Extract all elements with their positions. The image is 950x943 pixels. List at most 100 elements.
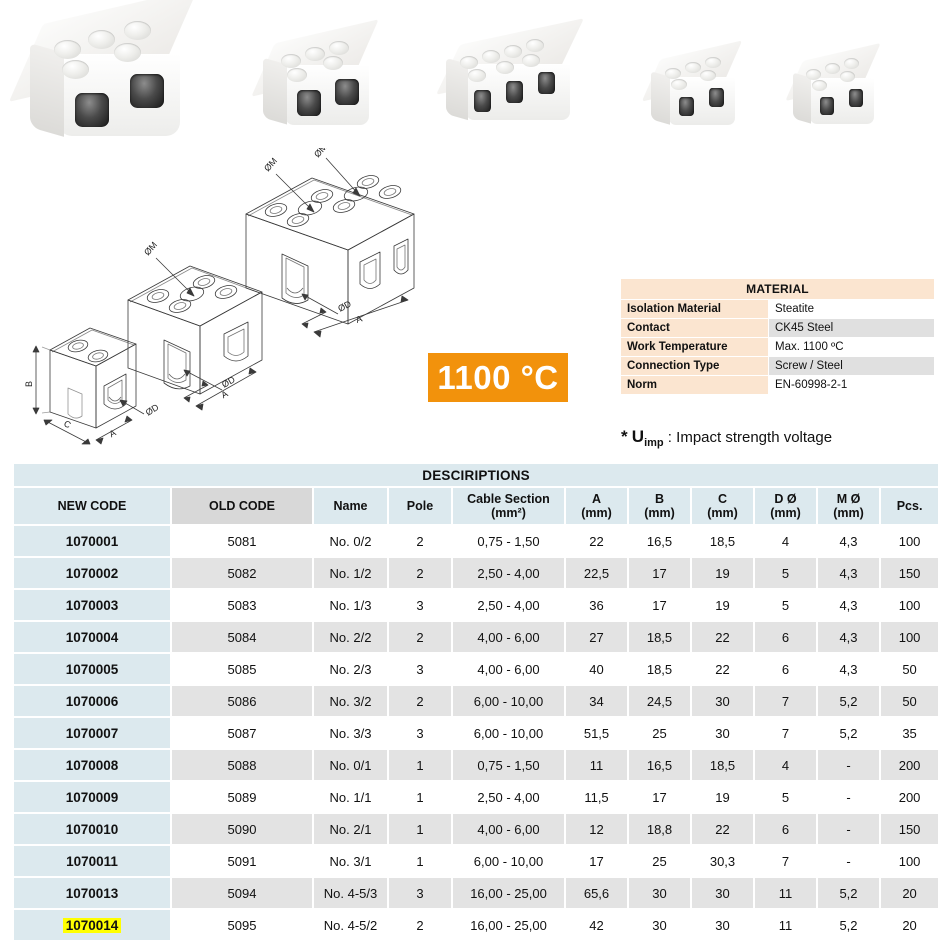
- cell-b: 30: [627, 876, 692, 910]
- cell-old-code: 5087: [170, 716, 314, 750]
- dimension-drawings: B C A ØD: [8, 142, 488, 458]
- cell-cable-section: 6,00 - 10,00: [451, 716, 566, 750]
- cell-m-dia: -: [816, 812, 881, 846]
- cell-old-code: 5086: [170, 684, 314, 718]
- uimp-subscript: imp: [644, 437, 664, 449]
- table-row: 1070013 5094 No. 4-5/3 3 16,00 - 25,00 65,6 30…: [12, 876, 941, 910]
- col-header-label: M Ø: [836, 491, 861, 506]
- cell-cable-section: 4,00 - 6,00: [451, 812, 566, 846]
- drawing-3-pole: ØM ØM A ØD: [245, 142, 415, 338]
- col-header-c: C (mm): [690, 486, 755, 526]
- cell-b: 17: [627, 556, 692, 590]
- cell-pcs: 50: [878, 684, 941, 718]
- cell-cable-section: 6,00 - 10,00: [451, 684, 566, 718]
- svg-text:C: C: [62, 418, 73, 430]
- material-row: Isolation Material Steatite: [620, 299, 935, 319]
- cell-name: No. 1/1: [312, 780, 389, 814]
- cell-b: 17: [627, 588, 692, 622]
- cell-name: No. 0/2: [312, 524, 389, 558]
- cell-a: 34: [564, 684, 629, 718]
- cell-name: No. 3/3: [312, 716, 389, 750]
- cell-pcs: 35: [878, 716, 941, 750]
- cell-a: 51,5: [564, 716, 629, 750]
- cell-new-code: 1070013: [12, 876, 172, 910]
- col-header-m-dia: M Ø (mm): [816, 486, 881, 526]
- cell-d-dia: 7: [753, 684, 818, 718]
- col-header-label: OLD CODE: [209, 498, 275, 513]
- product-photo-1: [8, 0, 208, 148]
- material-key: Isolation Material: [620, 299, 769, 319]
- col-header-cable-section: Cable Section (mm²): [451, 486, 566, 526]
- cell-old-code: 5081: [170, 524, 314, 558]
- uimp-colon: :: [663, 429, 677, 446]
- table-row: 1070010 5090 No. 2/1 1 4,00 - 6,00 12 18,8 22 6-…: [12, 812, 941, 846]
- cell-b: 18,8: [627, 812, 692, 846]
- col-header-pole: Pole: [387, 486, 453, 526]
- col-header-unit: (mm): [707, 506, 738, 520]
- material-value: CK45 Steel: [768, 318, 935, 338]
- cell-name: No. 3/2: [312, 684, 389, 718]
- cell-b: 25: [627, 716, 692, 750]
- cell-pole: 3: [387, 652, 453, 686]
- group-header-cell: DESCIRIPTIONS: [11, 462, 941, 488]
- material-key: Contact: [620, 318, 769, 338]
- cell-c: 19: [690, 588, 755, 622]
- cell-old-code: 5082: [170, 556, 314, 590]
- table-row: 1070006 5086 No. 3/2 2 6,00 - 10,00 34 24,5 30 7…: [12, 684, 941, 718]
- cell-c: 30: [690, 876, 755, 910]
- cell-pcs: 100: [878, 620, 941, 654]
- cell-old-code: 5090: [170, 812, 314, 846]
- cell-a: 42: [564, 908, 629, 942]
- cell-old-code: 5089: [170, 780, 314, 814]
- cell-b: 18,5: [627, 652, 692, 686]
- cell-d-dia: 5: [753, 588, 818, 622]
- col-header-new-code: NEW CODE: [12, 486, 172, 526]
- cell-cable-section: 2,50 - 4,00: [451, 780, 566, 814]
- cell-new-code: 1070001: [12, 524, 172, 558]
- cell-a: 11: [564, 748, 629, 782]
- cell-old-code: 5088: [170, 748, 314, 782]
- material-table-body: MATERIAL Isolation Material Steatite Con…: [620, 278, 935, 395]
- col-header-b: B (mm): [627, 486, 692, 526]
- cell-d-dia: 6: [753, 652, 818, 686]
- cell-c: 30: [690, 684, 755, 718]
- cell-pole: 3: [387, 876, 453, 910]
- cell-b: 24,5: [627, 684, 692, 718]
- product-photo-2: [251, 19, 385, 138]
- cell-m-dia: 5,2: [816, 716, 881, 750]
- col-header-unit: (mm): [833, 506, 864, 520]
- cell-m-dia: 4,3: [816, 652, 881, 686]
- cell-d-dia: 7: [753, 716, 818, 750]
- col-header-label: B: [654, 491, 665, 506]
- specifications-table: DESCIRIPTIONS NEW CODE OLD CODE Name Pol…: [11, 462, 941, 942]
- material-value: Screw / Steel: [768, 356, 935, 376]
- cell-pole: 2: [387, 556, 453, 590]
- material-row: Work Temperature Max. 1100 ºC: [620, 337, 935, 357]
- cell-pole: 3: [387, 716, 453, 750]
- cell-pcs: 50: [878, 652, 941, 686]
- cell-pcs: 150: [878, 556, 941, 590]
- cell-name: No. 3/1: [312, 844, 389, 878]
- table-row: 1070014 5095 No. 4-5/2 2 16,00 - 25,00 42 30 30…: [12, 908, 941, 942]
- cell-a: 12: [564, 812, 629, 846]
- cell-cable-section: 0,75 - 1,50: [451, 524, 566, 558]
- svg-text:ØM: ØM: [312, 148, 329, 159]
- cell-old-code: 5095: [170, 908, 314, 942]
- drawing-2-pole: ØM A ØD: [127, 240, 263, 411]
- cell-new-code: 1070004: [12, 620, 172, 654]
- cell-d-dia: 11: [753, 876, 818, 910]
- col-header-label: Pole: [406, 498, 434, 513]
- col-header-unit: (mm): [644, 506, 675, 520]
- cell-a: 17: [564, 844, 629, 878]
- uimp-symbol: U: [631, 427, 645, 446]
- col-header-pcs: Pcs.: [878, 486, 941, 526]
- cell-d-dia: 5: [753, 556, 818, 590]
- cell-cable-section: 4,00 - 6,00: [451, 620, 566, 654]
- svg-text:ØD: ØD: [144, 402, 161, 418]
- cell-cable-section: 16,00 - 25,00: [451, 876, 566, 910]
- cell-name: No. 2/1: [312, 812, 389, 846]
- cell-pole: 2: [387, 908, 453, 942]
- highlighted-code: 1070014: [62, 917, 122, 933]
- material-value: Max. 1100 ºC: [768, 337, 935, 357]
- column-header-row: NEW CODE OLD CODE Name Pole Cable Sectio…: [12, 486, 941, 526]
